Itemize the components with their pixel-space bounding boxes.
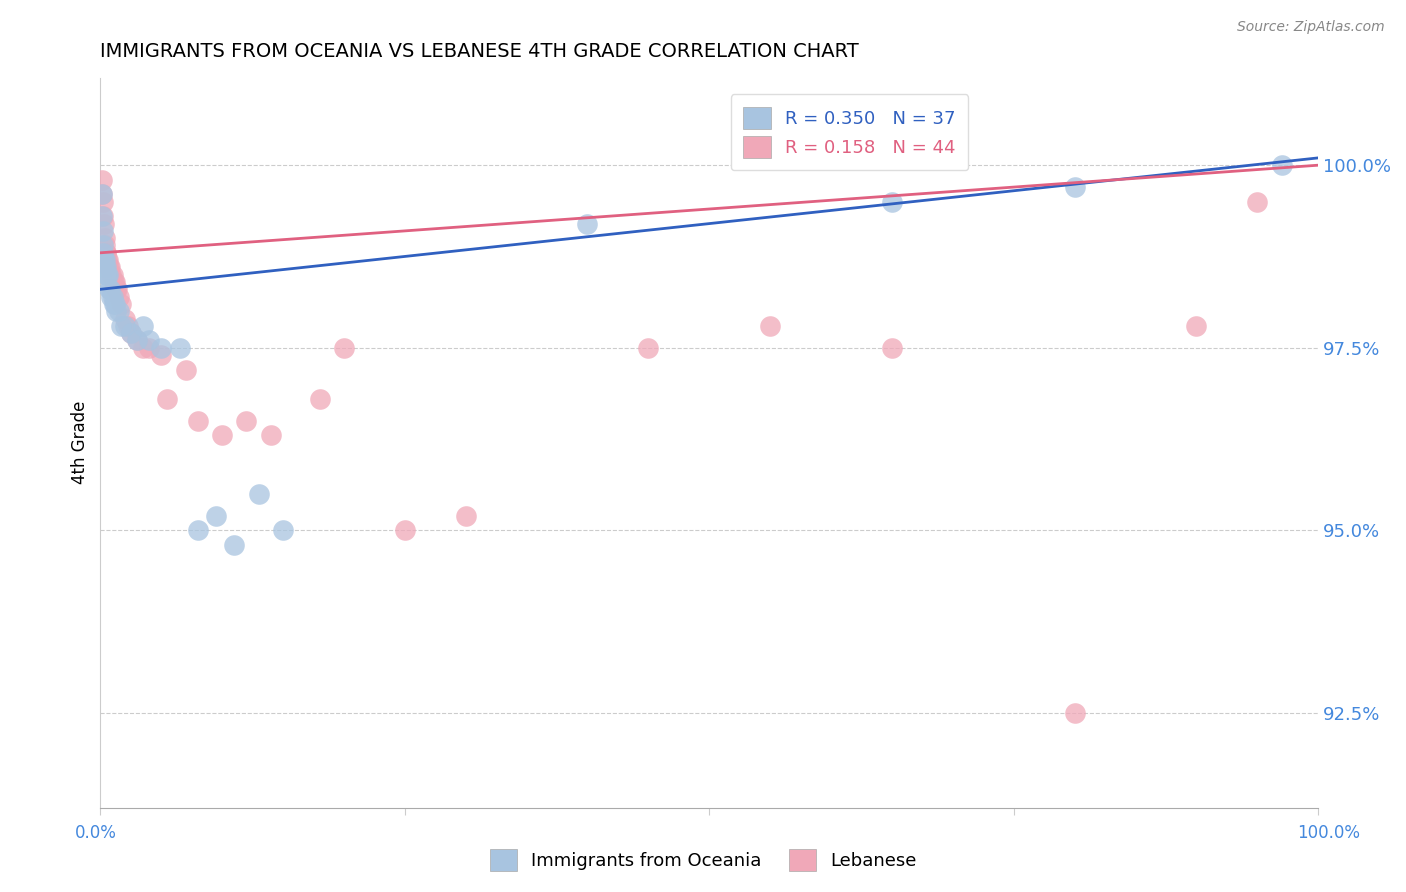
Point	[132, 318, 155, 333]
Point	[93, 209, 115, 223]
Point	[880, 341, 903, 355]
Point	[91, 238, 114, 252]
Point	[94, 245, 117, 260]
Point	[117, 318, 139, 333]
Point	[94, 260, 117, 275]
Point	[394, 523, 416, 537]
Point	[125, 334, 148, 348]
Point	[100, 290, 122, 304]
Point	[101, 268, 124, 282]
Point	[125, 334, 148, 348]
Point	[224, 538, 246, 552]
Point	[93, 253, 115, 268]
Point	[97, 260, 120, 275]
Point	[91, 224, 114, 238]
Point	[101, 290, 124, 304]
Point	[96, 268, 118, 282]
Point	[93, 217, 115, 231]
Point	[454, 508, 477, 523]
Point	[107, 304, 129, 318]
Point	[94, 238, 117, 252]
Point	[97, 282, 120, 296]
Point	[1063, 180, 1085, 194]
Point	[96, 245, 118, 260]
Point	[150, 341, 173, 355]
Point	[98, 282, 121, 296]
Point	[96, 268, 118, 282]
Point	[114, 311, 136, 326]
Point	[96, 253, 118, 268]
Point	[93, 231, 115, 245]
Point	[260, 428, 283, 442]
Point	[235, 414, 257, 428]
Point	[205, 508, 228, 523]
Point	[138, 334, 160, 348]
Point	[91, 187, 114, 202]
Point	[104, 297, 127, 311]
Point	[138, 341, 160, 355]
Point	[1063, 706, 1085, 720]
Point	[150, 348, 173, 362]
Point	[91, 194, 114, 209]
Point	[90, 173, 112, 187]
Point	[97, 253, 120, 268]
Point	[105, 304, 128, 318]
Y-axis label: 4th Grade: 4th Grade	[72, 401, 89, 484]
Point	[93, 253, 115, 268]
Point	[1185, 318, 1208, 333]
Point	[105, 282, 128, 296]
Point	[97, 268, 120, 282]
Point	[103, 297, 125, 311]
Text: 0.0%: 0.0%	[75, 824, 117, 842]
Point	[1271, 158, 1294, 172]
Point	[169, 341, 191, 355]
Point	[187, 414, 209, 428]
Point	[91, 209, 114, 223]
Point	[110, 297, 132, 311]
Point	[187, 523, 209, 537]
Point	[103, 275, 125, 289]
Point	[98, 260, 121, 275]
Text: IMMIGRANTS FROM OCEANIA VS LEBANESE 4TH GRADE CORRELATION CHART: IMMIGRANTS FROM OCEANIA VS LEBANESE 4TH …	[100, 42, 859, 61]
Point	[100, 268, 122, 282]
Point	[637, 341, 659, 355]
Point	[247, 486, 270, 500]
Point	[174, 362, 197, 376]
Point	[211, 428, 233, 442]
Point	[120, 326, 142, 340]
Point	[93, 245, 115, 260]
Point	[104, 275, 127, 289]
Point	[120, 326, 142, 340]
Point	[114, 318, 136, 333]
Point	[91, 187, 114, 202]
Point	[271, 523, 294, 537]
Point	[105, 282, 128, 296]
Legend: R = 0.350   N = 37, R = 0.158   N = 44: R = 0.350 N = 37, R = 0.158 N = 44	[731, 94, 969, 170]
Point	[110, 318, 132, 333]
Point	[107, 290, 129, 304]
Text: Source: ZipAtlas.com: Source: ZipAtlas.com	[1237, 21, 1385, 34]
Point	[1246, 194, 1268, 209]
Point	[156, 392, 179, 406]
Legend: Immigrants from Oceania, Lebanese: Immigrants from Oceania, Lebanese	[482, 842, 924, 879]
Point	[308, 392, 330, 406]
Text: 100.0%: 100.0%	[1298, 824, 1360, 842]
Point	[333, 341, 356, 355]
Point	[132, 341, 155, 355]
Point	[94, 260, 117, 275]
Point	[759, 318, 782, 333]
Point	[880, 194, 903, 209]
Point	[576, 217, 599, 231]
